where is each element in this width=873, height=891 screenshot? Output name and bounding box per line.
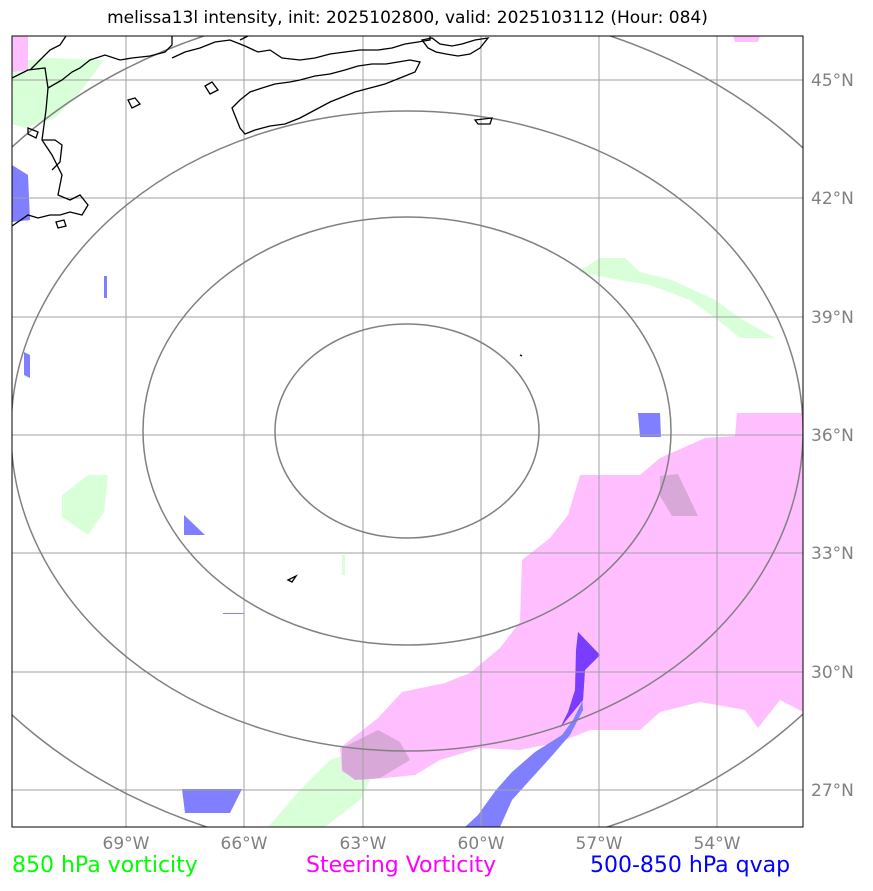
lon-tick-label: 60°W [458,834,505,854]
lon-tick-label: 69°W [103,834,150,854]
lon-tick-label: 54°W [694,834,741,854]
steering-vorticity-fill [12,36,803,780]
range-ring-2 [142,216,672,646]
map-frame [11,35,804,828]
graticule [12,36,803,827]
lat-tick-label: 27°N [811,781,854,801]
lon-tick-label: 57°W [576,834,623,854]
lat-tick-label: 36°N [811,426,854,446]
lon-tick-label: 66°W [221,834,268,854]
lat-tick-label: 33°N [811,544,854,564]
legend-qvap: 500-850 hPa qvap [590,853,791,878]
map-plot-area [12,36,803,827]
latitude-labels: 45°N 42°N 39°N 36°N 33°N 30°N 27°N [811,71,854,801]
coastlines [12,36,523,583]
map-title: melissa13l intensity, init: 2025102800, … [107,8,708,28]
range-rings [12,36,803,827]
lat-tick-label: 39°N [811,308,854,328]
longitude-labels: 69°W 66°W 63°W 60°W 57°W 54°W [103,834,741,854]
lat-tick-label: 42°N [811,189,854,209]
legend-steering-vorticity: Steering Vorticity [306,853,497,878]
range-ring-3 [12,110,803,752]
lat-tick-label: 45°N [811,71,854,91]
lat-tick-label: 30°N [811,663,854,683]
legend-850-vorticity: 850 hPa vorticity [12,853,198,878]
qvap-fill [12,165,661,827]
range-ring-1 [274,323,540,539]
lon-tick-label: 63°W [340,834,387,854]
